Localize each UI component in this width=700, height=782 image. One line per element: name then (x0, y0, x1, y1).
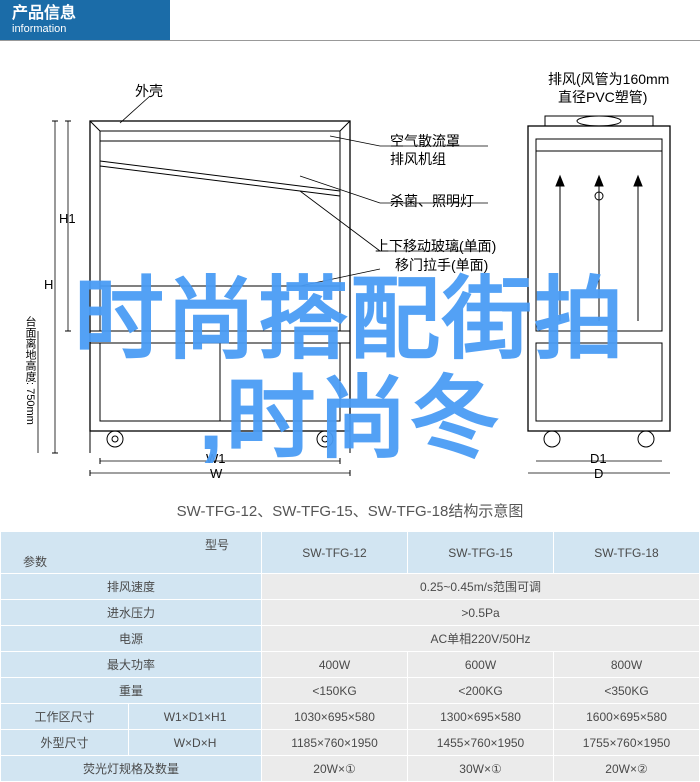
row-value: <350KG (554, 678, 700, 704)
label-exhaust: 排风(风管为160mm (548, 69, 669, 89)
row-label: 工作区尺寸 (1, 704, 129, 730)
label-handle: 移门拉手(单面) (395, 255, 488, 275)
label-diffuser: 空气散流罩 (390, 131, 460, 151)
row-value: 1030×695×580 (262, 704, 408, 730)
diagram-area: 外壳 排风(风管为160mm 直径PVC塑管) 空气散流罩 排风机组 杀菌、照明… (0, 41, 700, 531)
row-value: 600W (408, 652, 554, 678)
row-value: 1455×760×1950 (408, 730, 554, 756)
row-label: 重量 (1, 678, 262, 704)
label-shell: 外壳 (135, 81, 163, 101)
row-value: 1755×760×1950 (554, 730, 700, 756)
row-label: 外型尺寸 (1, 730, 129, 756)
row-value: 400W (262, 652, 408, 678)
dim-d: D (594, 466, 603, 481)
row-label: 排风速度 (1, 574, 262, 600)
label-fanunit: 排风机组 (390, 149, 446, 169)
dim-h1: H1 (59, 211, 76, 226)
row-label: 最大功率 (1, 652, 262, 678)
label-glass: 上下移动玻璃(单面) (375, 236, 496, 256)
row-label: 进水压力 (1, 600, 262, 626)
row-value: >0.5Pa (262, 600, 700, 626)
header-cn: 产品信息 (12, 4, 158, 23)
th-model: 型号 (3, 536, 259, 553)
diagram-caption: SW-TFG-12、SW-TFG-15、SW-TFG-18结构示意图 (0, 500, 700, 521)
dim-h: H (44, 277, 53, 292)
dim-d1: D1 (590, 451, 607, 466)
dim-w: W (210, 466, 222, 481)
header-en: information (12, 23, 158, 36)
section-header: 产品信息 information (0, 0, 170, 40)
row-value: <150KG (262, 678, 408, 704)
label-uvlight: 杀菌、照明灯 (390, 191, 474, 211)
label-exhaust2: 直径PVC塑管) (558, 87, 647, 107)
row-sub: W1×D1×H1 (129, 704, 262, 730)
row-value: 1600×695×580 (554, 704, 700, 730)
model-2: SW-TFG-18 (554, 532, 700, 574)
row-value: 1185×760×1950 (262, 730, 408, 756)
row-value: AC单相220V/50Hz (262, 626, 700, 652)
dim-w1: W1 (206, 451, 226, 466)
row-value: 800W (554, 652, 700, 678)
row-value: 0.25~0.45m/s范围可调 (262, 574, 700, 600)
model-1: SW-TFG-15 (408, 532, 554, 574)
dim-height: 台面离地高度: 750mm (22, 316, 38, 425)
row-sub: W×D×H (129, 730, 262, 756)
spec-table: 型号 参数 SW-TFG-12 SW-TFG-15 SW-TFG-18 排风速度… (0, 531, 700, 782)
row-value: 1300×695×580 (408, 704, 554, 730)
row-label: 电源 (1, 626, 262, 652)
model-0: SW-TFG-12 (262, 532, 408, 574)
th-param: 参数 (3, 553, 259, 570)
row-value: <200KG (408, 678, 554, 704)
